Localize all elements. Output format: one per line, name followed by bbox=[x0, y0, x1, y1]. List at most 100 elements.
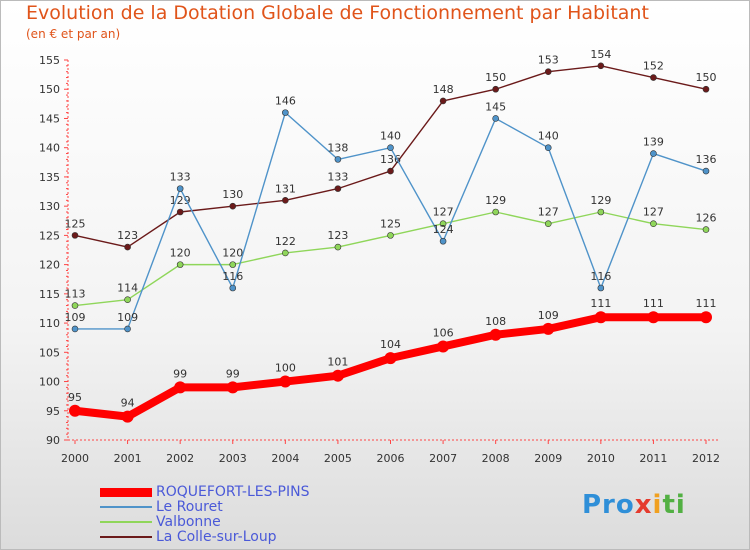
data-point-1 bbox=[124, 296, 131, 303]
data-label-3: 99 bbox=[226, 367, 240, 380]
data-label-0: 129 bbox=[170, 194, 191, 207]
data-point-1 bbox=[387, 232, 394, 239]
data-label-3: 106 bbox=[433, 326, 454, 339]
data-point-1 bbox=[229, 261, 237, 268]
data-label-0: 154 bbox=[590, 48, 611, 61]
data-point-0 bbox=[492, 85, 499, 93]
x-tick-label: 2012 bbox=[692, 452, 720, 465]
data-label-0: 150 bbox=[485, 71, 506, 84]
data-label-1: 127 bbox=[643, 206, 664, 219]
x-tick-label: 2006 bbox=[377, 452, 405, 465]
data-point-1 bbox=[702, 226, 710, 233]
x-tick-label: 2009 bbox=[534, 452, 562, 465]
logo-part-4: ti bbox=[662, 490, 686, 520]
y-tick-label: 150 bbox=[39, 83, 60, 96]
data-point-0 bbox=[229, 202, 237, 210]
legend-label-valbonne: Valbonne bbox=[156, 514, 221, 530]
data-point-3 bbox=[700, 311, 712, 324]
data-label-0: 130 bbox=[222, 188, 243, 201]
y-tick-label: 110 bbox=[39, 317, 60, 330]
data-point-1 bbox=[334, 243, 342, 251]
data-label-3: 99 bbox=[173, 367, 187, 380]
data-label-1: 113 bbox=[65, 288, 86, 301]
data-label-0: 150 bbox=[696, 71, 717, 84]
data-label-3: 111 bbox=[643, 297, 664, 310]
data-point-3 bbox=[279, 375, 292, 388]
data-point-1 bbox=[176, 261, 184, 268]
data-label-0: 152 bbox=[643, 60, 664, 73]
data-label-2: 109 bbox=[117, 311, 138, 324]
data-label-3: 111 bbox=[590, 297, 611, 310]
legend-label-le-rouret: Le Rouret bbox=[156, 499, 223, 515]
data-point-2 bbox=[387, 144, 394, 151]
y-tick-label: 140 bbox=[39, 142, 60, 155]
data-label-2: 146 bbox=[275, 95, 296, 108]
data-point-3 bbox=[121, 410, 134, 423]
data-point-2 bbox=[702, 167, 710, 175]
data-point-2 bbox=[176, 185, 184, 192]
data-point-0 bbox=[597, 62, 605, 70]
data-point-0 bbox=[544, 68, 552, 75]
data-label-2: 138 bbox=[327, 141, 348, 154]
legend-label-la-colle: La Colle-sur-Loup bbox=[156, 529, 277, 545]
data-point-3 bbox=[226, 381, 239, 394]
x-tick-label: 2002 bbox=[166, 452, 194, 465]
data-label-0: 148 bbox=[433, 83, 454, 96]
data-point-3 bbox=[174, 381, 187, 394]
data-point-2 bbox=[439, 237, 447, 245]
data-point-2 bbox=[650, 150, 657, 157]
data-point-1 bbox=[282, 249, 289, 257]
data-point-2 bbox=[282, 109, 289, 116]
data-label-1: 122 bbox=[275, 235, 296, 248]
data-label-1: 129 bbox=[590, 194, 611, 207]
data-point-0 bbox=[124, 243, 131, 251]
chart-title: Evolution de la Dotation Globale de Fonc… bbox=[26, 2, 649, 24]
legend-item-valbonne: Valbonne bbox=[100, 514, 400, 530]
data-label-1: 123 bbox=[327, 229, 348, 242]
x-tick-label: 2010 bbox=[587, 452, 615, 465]
x-tick-label: 2005 bbox=[324, 452, 352, 465]
legend-swatch-valbonne bbox=[100, 521, 152, 523]
y-tick-label: 155 bbox=[39, 54, 60, 67]
data-point-0 bbox=[282, 197, 289, 204]
data-point-1 bbox=[650, 220, 657, 227]
data-label-1: 127 bbox=[433, 206, 454, 219]
data-point-3 bbox=[647, 311, 660, 324]
y-tick-label: 90 bbox=[46, 434, 60, 447]
logo-part-3: i bbox=[652, 490, 663, 520]
logo-part-2: x bbox=[634, 490, 653, 520]
data-point-0 bbox=[176, 208, 184, 216]
chart-subtitle: (en € et par an) bbox=[26, 27, 121, 41]
data-label-0: 123 bbox=[117, 229, 138, 242]
data-point-3 bbox=[384, 352, 397, 365]
legend-item-roquefort: ROQUEFORT-LES-PINS bbox=[100, 484, 400, 500]
data-point-0 bbox=[702, 85, 710, 93]
data-point-0 bbox=[650, 74, 657, 81]
data-point-3 bbox=[489, 328, 502, 341]
x-tick-label: 2011 bbox=[639, 452, 667, 465]
x-tick-label: 2003 bbox=[219, 452, 247, 465]
data-label-3: 108 bbox=[485, 315, 506, 328]
data-label-3: 111 bbox=[696, 297, 717, 310]
data-point-1 bbox=[71, 302, 79, 309]
data-point-2 bbox=[544, 144, 552, 151]
data-point-0 bbox=[334, 185, 342, 192]
x-tick-label: 2008 bbox=[482, 452, 510, 465]
data-label-3: 100 bbox=[275, 362, 296, 375]
legend-label-roquefort: ROQUEFORT-LES-PINS bbox=[156, 484, 310, 500]
data-point-0 bbox=[387, 167, 394, 175]
data-point-0 bbox=[439, 97, 447, 105]
y-tick-label: 125 bbox=[39, 229, 60, 242]
data-label-1: 129 bbox=[485, 194, 506, 207]
data-label-2: 124 bbox=[433, 223, 454, 236]
data-point-2 bbox=[597, 284, 605, 292]
legend-item-la-colle: La Colle-sur-Loup bbox=[100, 529, 400, 545]
data-point-1 bbox=[544, 220, 552, 227]
y-tick-label: 135 bbox=[39, 171, 60, 184]
data-label-2: 139 bbox=[643, 136, 664, 149]
data-label-1: 120 bbox=[222, 247, 243, 260]
data-label-2: 140 bbox=[538, 130, 559, 143]
proxiti-logo: Proxiti bbox=[582, 490, 686, 520]
